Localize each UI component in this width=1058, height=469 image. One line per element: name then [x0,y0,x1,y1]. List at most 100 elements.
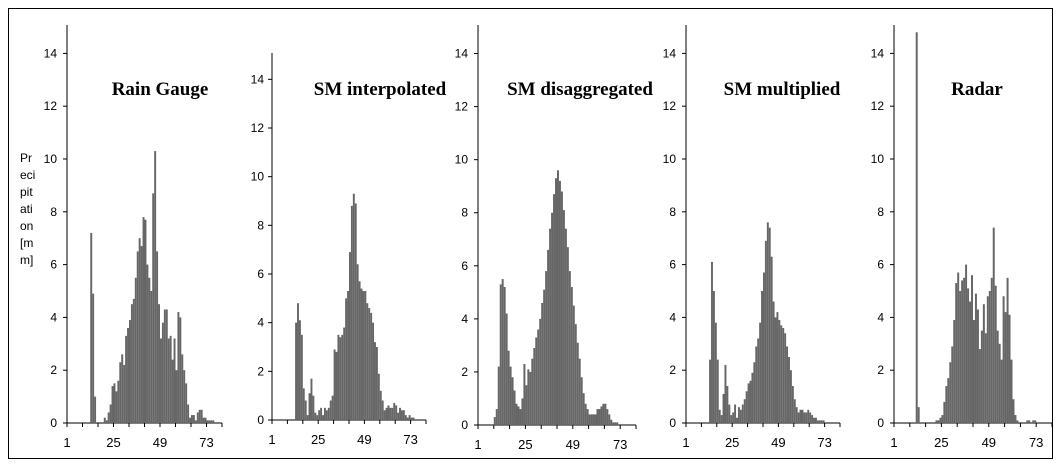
y-axis-label-line: [m [20,236,33,250]
bar [818,420,821,423]
bar [152,193,155,423]
bar [580,377,583,425]
bar [345,298,348,420]
bar [793,399,796,423]
y-tick-label: 6 [877,258,884,272]
bar [335,351,338,420]
bar [183,370,186,423]
bar [505,313,508,425]
bar [333,349,336,420]
bar [716,359,719,423]
bar [158,304,160,423]
bar [352,193,355,420]
bar [297,303,299,420]
bar [341,334,344,420]
y-tick-label: 12 [251,121,265,135]
bar [175,370,178,423]
bar [959,291,962,423]
chart-panel-1: 0 2 4 6 8 10 12 14 1 25 49 73 Rain Gauge [44,25,223,450]
y-tick-label: 0 [461,418,468,432]
bar [600,406,603,425]
y-tick-label: 0 [877,416,884,430]
bar [105,420,108,423]
bar [753,362,756,423]
y-tick-label: 2 [669,363,676,377]
bar [776,312,779,423]
bar [560,191,563,425]
bar [915,32,918,423]
bar [132,298,135,423]
bar [1000,359,1003,423]
bar [945,386,948,423]
bar [169,335,172,423]
bar [602,403,605,425]
bar [179,317,182,423]
y-axis-label-line: eci [20,168,35,182]
bar [318,410,321,420]
bar [381,400,384,420]
bar [574,324,577,425]
bar [368,308,371,420]
bar [337,334,340,420]
y-axis-label-line: Pr [20,151,32,165]
bar [784,333,787,423]
x-tick-label: 73 [1029,435,1043,450]
bar [789,370,792,423]
bar [537,329,540,425]
bar [984,333,987,423]
bar [501,279,504,425]
bar [160,338,162,423]
bar [943,401,946,423]
bar [527,369,530,425]
bar [736,417,738,423]
bar [347,291,349,420]
bar [497,366,500,425]
y-tick-label: 12 [455,100,469,114]
bar [354,203,357,420]
bar [558,180,561,425]
bar [539,318,542,425]
x-tick-label: 25 [106,435,120,450]
bar [189,417,191,423]
panel-title: SM disaggregated [507,79,653,100]
bar [541,302,544,425]
y-tick-label: 4 [50,310,57,324]
bar [206,420,209,423]
bar [525,385,528,425]
bar [385,407,388,420]
panel-title: SM multiplied [724,79,841,100]
bar [741,404,744,423]
bar [339,337,342,420]
y-tick-label: 6 [257,267,264,281]
bar [389,407,392,420]
bar [377,373,380,420]
bar [951,346,954,423]
bar [576,342,579,425]
panel-title: Radar [951,79,1003,100]
bar [551,212,554,425]
bar [782,327,785,423]
bar [596,409,599,425]
y-tick-label: 0 [50,416,57,430]
x-tick-label: 73 [403,432,417,447]
bar [308,393,311,420]
bar [795,407,798,423]
bar [322,415,324,420]
bar [387,405,390,420]
bar [728,404,731,423]
bar [578,358,581,425]
x-tick-label: 25 [934,435,948,450]
bar [154,151,157,423]
bar [325,410,328,420]
bar [755,346,758,423]
bar [606,409,609,425]
bar [356,264,359,420]
bar [711,261,713,423]
bar [173,338,176,423]
x-tick-label: 1 [474,437,481,452]
bar [511,377,514,425]
bar [941,415,944,423]
y-tick-label: 8 [461,206,468,220]
bar [720,415,723,423]
y-tick-label: 10 [871,152,885,166]
